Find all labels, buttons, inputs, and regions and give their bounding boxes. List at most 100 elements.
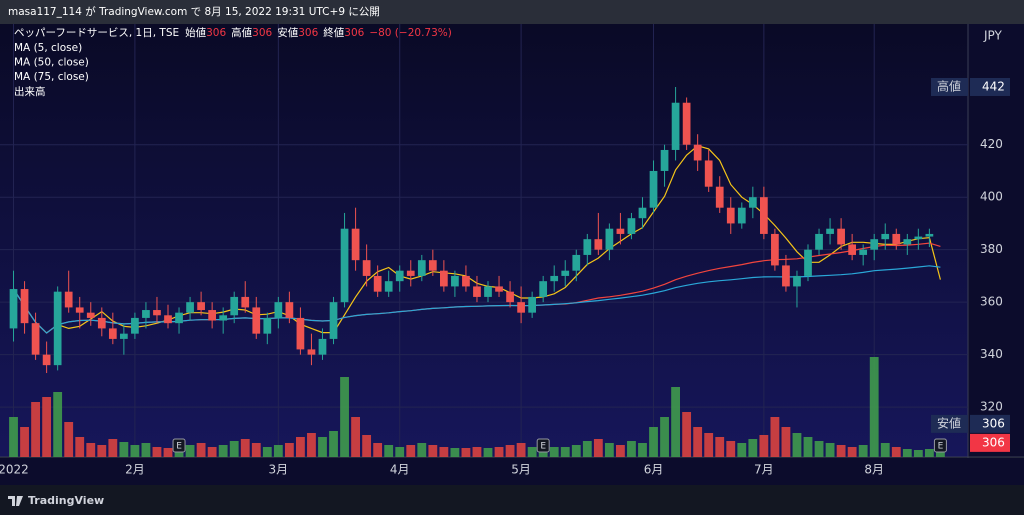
volume-bar [9, 417, 18, 457]
volume-bar [505, 445, 515, 457]
candle-body [473, 286, 481, 297]
candle-body [737, 207, 746, 224]
candle-body [329, 302, 338, 339]
volume-bar [340, 377, 349, 457]
volume-bar [439, 447, 449, 457]
volume-bar [284, 443, 294, 457]
candle-body [903, 239, 912, 245]
y-tick-label: 400 [980, 190, 1003, 204]
legend-part: 安値 [277, 26, 298, 39]
event-marker [172, 438, 186, 453]
y-tick-label: 380 [980, 242, 1003, 256]
candle-body [925, 233, 934, 237]
y-tick-label: 360 [980, 295, 1003, 309]
volume-bar [64, 422, 74, 457]
candle-body [881, 233, 890, 240]
legend-part: 終値 [323, 26, 344, 39]
event-marker [536, 438, 550, 453]
high-box [970, 77, 1010, 96]
candle-body [307, 349, 316, 355]
volume-bar [627, 441, 636, 457]
candle-body [230, 296, 239, 316]
candle-body [318, 338, 327, 355]
candle-body [175, 312, 183, 324]
legend-part: 306 [298, 27, 318, 39]
volume-bar [163, 448, 173, 457]
volume-bar [858, 445, 868, 457]
candle-body [804, 249, 812, 276]
logo [8, 496, 23, 506]
volume-bar [616, 445, 625, 457]
candle-body [428, 260, 437, 271]
last-price-value: 306 [982, 435, 1005, 449]
volume-bar [527, 447, 537, 457]
plot-background [0, 24, 968, 457]
indicator-label: MA (50, close) [14, 57, 89, 69]
legend-part: 306 [344, 27, 364, 39]
volume-bar [704, 433, 714, 457]
candle-body [75, 307, 84, 313]
candle-body [782, 265, 790, 287]
overlay: 320 340 360 380 400 420 2022 2月 3月 4月 5月 6月 7月 8月 E E E 高… [0, 77, 1010, 477]
volume-bar [461, 448, 471, 457]
volume-bar [395, 447, 405, 457]
volume-bar [814, 441, 824, 457]
candle-body [351, 228, 360, 261]
volume-bar [715, 437, 725, 457]
volume-bar [196, 443, 206, 457]
candle-body [605, 228, 614, 250]
candle-body [539, 281, 548, 297]
volume-bar [130, 445, 140, 457]
volume-bar [825, 443, 835, 457]
candle-body [627, 218, 636, 234]
candle-body [296, 317, 305, 350]
candle-body [693, 144, 702, 161]
candle-body [506, 291, 514, 303]
candle-body [340, 228, 349, 303]
candle-body [517, 302, 525, 313]
volume-bar [152, 447, 162, 457]
volume-bar [472, 447, 482, 457]
event-label: E [176, 442, 182, 452]
candle-body [406, 270, 415, 276]
candle-body [638, 207, 647, 219]
x-tick-label: 5月 [511, 463, 531, 477]
high-tag-label: 高値 [937, 78, 961, 93]
candle-body [594, 239, 603, 250]
candle-body [64, 291, 73, 308]
event-marker [933, 438, 947, 453]
legend-part: ペッパーフードサービス, 1日, TSE [14, 27, 179, 39]
candle-body [197, 302, 205, 311]
currency: JPY [983, 29, 1003, 43]
volume-bar [251, 443, 261, 457]
candle-body [263, 317, 272, 334]
volume-bar [373, 443, 383, 457]
candle-body [219, 315, 228, 321]
volume-bar [726, 441, 736, 457]
volume-bar [141, 443, 151, 457]
candle-body [660, 149, 669, 171]
volume-bar [362, 435, 372, 457]
candle-body [815, 233, 823, 250]
volume-bar [53, 392, 63, 457]
x-tick-label: 3月 [269, 463, 289, 477]
volume-bar [902, 449, 912, 457]
y-tick-label: 420 [980, 137, 1003, 151]
candle-body [53, 291, 62, 366]
volume-bar [737, 443, 747, 457]
volume-bar [582, 441, 592, 457]
candle-body [142, 310, 150, 318]
candle-body [826, 228, 834, 234]
volume-bar [329, 431, 338, 457]
volume-label: 出来高 [14, 85, 46, 98]
candle-body [285, 302, 294, 318]
high-value: 442 [982, 79, 1005, 93]
volume-bar [660, 417, 669, 457]
footer-brand: TradingView [28, 494, 104, 507]
volume-bar [891, 447, 901, 457]
volume-bar [759, 435, 769, 457]
volume-bar [682, 412, 692, 457]
volume-bar [748, 439, 758, 457]
candle-body [495, 286, 503, 292]
